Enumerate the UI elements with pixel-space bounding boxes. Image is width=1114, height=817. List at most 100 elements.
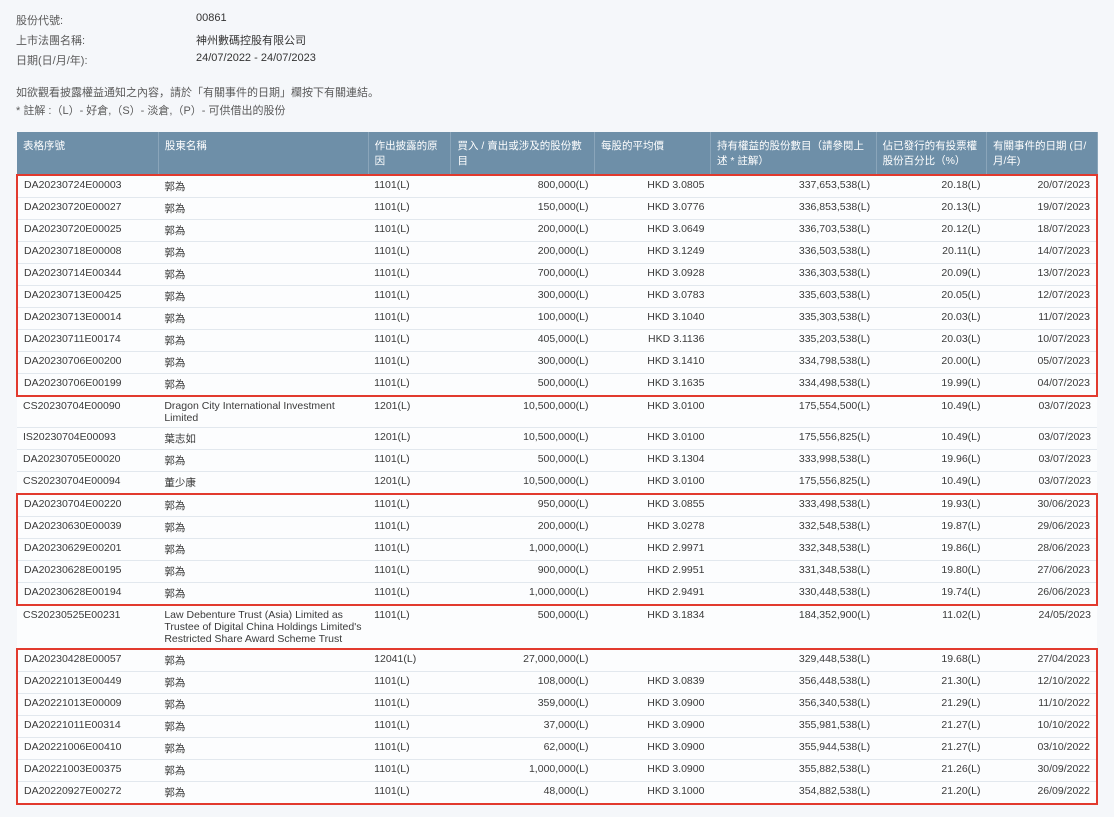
col-header-pct[interactable]: 佔已發行的有投票權股份百分比（%） (876, 132, 986, 175)
cell-shares: 800,000(L) (451, 175, 595, 198)
cell-reason: 1101(L) (368, 286, 451, 308)
table-row: DA20230705E00020郭為1101(L)500,000(L)HKD 3… (17, 450, 1097, 472)
cell-event-date[interactable]: 18/07/2023 (987, 220, 1097, 242)
cell-holding: 336,853,538(L) (710, 198, 876, 220)
cell-shareholder-name: 郭為 (158, 352, 368, 374)
col-header-price[interactable]: 每股的平均價 (595, 132, 711, 175)
cell-event-date[interactable]: 03/07/2023 (987, 428, 1097, 450)
col-header-date[interactable]: 有關事件的日期 (日/月/年) (987, 132, 1097, 175)
col-header-name[interactable]: 股東名稱 (158, 132, 368, 175)
cell-event-date[interactable]: 26/06/2023 (987, 583, 1097, 606)
cell-event-date[interactable]: 10/10/2022 (987, 716, 1097, 738)
cell-event-date[interactable]: 26/09/2022 (987, 782, 1097, 805)
cell-shares: 10,500,000(L) (451, 396, 595, 428)
disclosure-table-wrap: 表格序號 股東名稱 作出披露的原因 買入 / 賣出或涉及的股份數目 每股的平均價… (16, 132, 1098, 805)
stock-code-value: 00861 (196, 12, 227, 28)
cell-shareholder-name: 郭為 (158, 286, 368, 308)
cell-reason: 1201(L) (368, 396, 451, 428)
cell-event-date[interactable]: 14/07/2023 (987, 242, 1097, 264)
cell-form-id: DA20230628E00195 (17, 561, 158, 583)
cell-price: HKD 3.0900 (595, 738, 711, 760)
cell-holding: 330,448,538(L) (710, 583, 876, 606)
cell-shares: 100,000(L) (451, 308, 595, 330)
cell-event-date[interactable]: 03/07/2023 (987, 450, 1097, 472)
table-row: DA20221006E00410郭為1101(L)62,000(L)HKD 3.… (17, 738, 1097, 760)
cell-event-date[interactable]: 29/06/2023 (987, 517, 1097, 539)
cell-reason: 1101(L) (368, 782, 451, 805)
cell-event-date[interactable]: 05/07/2023 (987, 352, 1097, 374)
cell-form-id: DA20230724E00003 (17, 175, 158, 198)
cell-holding: 355,981,538(L) (710, 716, 876, 738)
col-header-holding[interactable]: 持有權益的股份數目（請參閱上述 * 註解） (710, 132, 876, 175)
cell-shareholder-name: 郭為 (158, 782, 368, 805)
cell-event-date[interactable]: 11/07/2023 (987, 308, 1097, 330)
table-row: DA20221013E00009郭為1101(L)359,000(L)HKD 3… (17, 694, 1097, 716)
cell-event-date[interactable]: 10/07/2023 (987, 330, 1097, 352)
cell-shareholder-name: 郭為 (158, 175, 368, 198)
cell-shareholder-name: 郭為 (158, 649, 368, 672)
cell-shares: 500,000(L) (451, 605, 595, 649)
disclosure-table: 表格序號 股東名稱 作出披露的原因 買入 / 賣出或涉及的股份數目 每股的平均價… (16, 132, 1098, 805)
cell-event-date[interactable]: 20/07/2023 (987, 175, 1097, 198)
cell-event-date[interactable]: 27/06/2023 (987, 561, 1097, 583)
cell-event-date[interactable]: 13/07/2023 (987, 264, 1097, 286)
cell-shareholder-name: 郭為 (158, 264, 368, 286)
col-header-reason[interactable]: 作出披露的原因 (368, 132, 451, 175)
header-row-stock-code: 股份代號: 00861 (16, 12, 1098, 28)
cell-shareholder-name: 郭為 (158, 494, 368, 517)
cell-pct: 20.13(L) (876, 198, 986, 220)
col-header-id[interactable]: 表格序號 (17, 132, 158, 175)
cell-pct: 19.86(L) (876, 539, 986, 561)
cell-price: HKD 3.0278 (595, 517, 711, 539)
cell-pct: 19.93(L) (876, 494, 986, 517)
cell-event-date[interactable]: 30/06/2023 (987, 494, 1097, 517)
cell-form-id: DA20221006E00410 (17, 738, 158, 760)
table-row: DA20230720E00025郭為1101(L)200,000(L)HKD 3… (17, 220, 1097, 242)
cell-pct: 21.27(L) (876, 738, 986, 760)
cell-event-date[interactable]: 30/09/2022 (987, 760, 1097, 782)
cell-event-date[interactable]: 04/07/2023 (987, 374, 1097, 397)
cell-form-id: DA20221011E00314 (17, 716, 158, 738)
cell-pct: 20.03(L) (876, 308, 986, 330)
cell-form-id: DA20230428E00057 (17, 649, 158, 672)
cell-shares: 37,000(L) (451, 716, 595, 738)
cell-pct: 20.12(L) (876, 220, 986, 242)
note-line-2: * 註解 :（L）- 好倉,（S）- 淡倉,（P）- 可供借出的股份 (16, 102, 1098, 118)
table-row: DA20221013E00449郭為1101(L)108,000(L)HKD 3… (17, 672, 1097, 694)
cell-holding: 356,448,538(L) (710, 672, 876, 694)
cell-event-date[interactable]: 19/07/2023 (987, 198, 1097, 220)
cell-event-date[interactable]: 12/10/2022 (987, 672, 1097, 694)
cell-event-date[interactable]: 03/07/2023 (987, 472, 1097, 495)
date-range-value: 24/07/2022 - 24/07/2023 (196, 52, 316, 68)
cell-event-date[interactable]: 12/07/2023 (987, 286, 1097, 308)
table-row: DA20220927E00272郭為1101(L)48,000(L)HKD 3.… (17, 782, 1097, 805)
cell-shares: 900,000(L) (451, 561, 595, 583)
cell-form-id: DA20230706E00200 (17, 352, 158, 374)
cell-holding: 336,303,538(L) (710, 264, 876, 286)
header-row-issuer: 上市法團名稱: 神州數碼控股有限公司 (16, 32, 1098, 48)
cell-form-id: IS20230704E00093 (17, 428, 158, 450)
cell-price: HKD 3.1000 (595, 782, 711, 805)
table-row: DA20230629E00201郭為1101(L)1,000,000(L)HKD… (17, 539, 1097, 561)
cell-event-date[interactable]: 27/04/2023 (987, 649, 1097, 672)
cell-event-date[interactable]: 24/05/2023 (987, 605, 1097, 649)
cell-form-id: DA20230705E00020 (17, 450, 158, 472)
cell-pct: 21.29(L) (876, 694, 986, 716)
table-row: DA20230706E00199郭為1101(L)500,000(L)HKD 3… (17, 374, 1097, 397)
cell-form-id: DA20221013E00009 (17, 694, 158, 716)
cell-form-id: DA20221003E00375 (17, 760, 158, 782)
cell-event-date[interactable]: 28/06/2023 (987, 539, 1097, 561)
table-row: DA20221011E00314郭為1101(L)37,000(L)HKD 3.… (17, 716, 1097, 738)
cell-event-date[interactable]: 11/10/2022 (987, 694, 1097, 716)
col-header-shares[interactable]: 買入 / 賣出或涉及的股份數目 (451, 132, 595, 175)
cell-price: HKD 3.0855 (595, 494, 711, 517)
cell-event-date[interactable]: 03/10/2022 (987, 738, 1097, 760)
cell-shareholder-name: Dragon City International Investment Lim… (158, 396, 368, 428)
cell-event-date[interactable]: 03/07/2023 (987, 396, 1097, 428)
cell-reason: 1101(L) (368, 539, 451, 561)
table-row: DA20230706E00200郭為1101(L)300,000(L)HKD 3… (17, 352, 1097, 374)
table-row: DA20230714E00344郭為1101(L)700,000(L)HKD 3… (17, 264, 1097, 286)
cell-price: HKD 3.0649 (595, 220, 711, 242)
issuer-label: 上市法團名稱: (16, 32, 196, 48)
cell-shares: 500,000(L) (451, 450, 595, 472)
